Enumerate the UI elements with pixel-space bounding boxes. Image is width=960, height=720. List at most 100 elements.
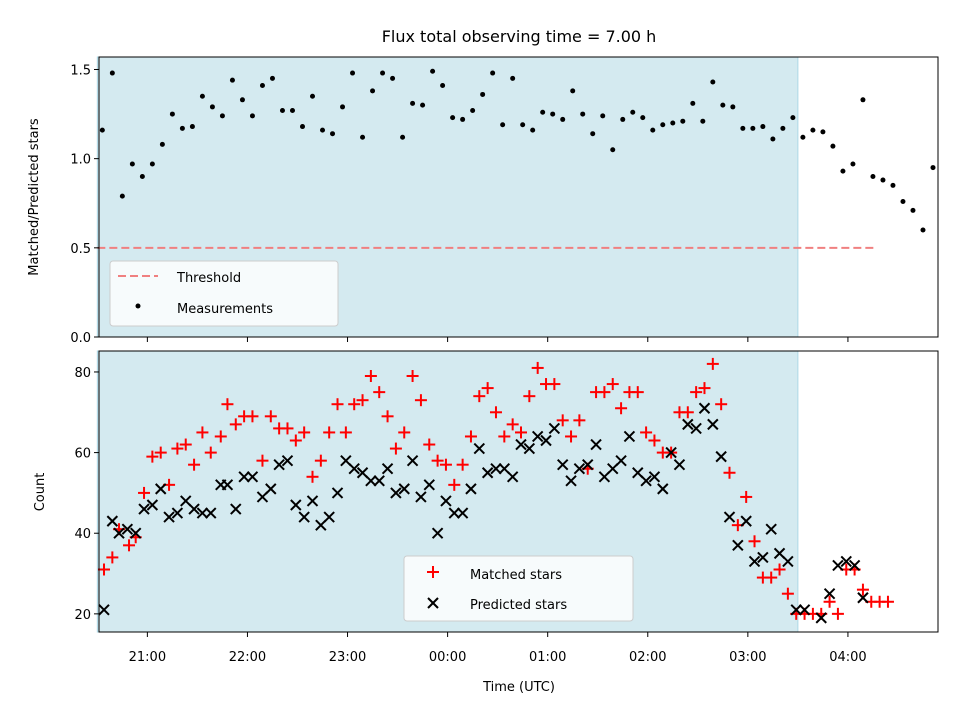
predicted-star-point: [398, 483, 410, 495]
matched-star-point: [765, 571, 778, 584]
legend-matched-swatch: [427, 566, 439, 578]
measurement-point: [239, 97, 245, 103]
measurement-point: [600, 113, 606, 119]
matched-star-point: [306, 470, 319, 483]
predicted-star-point: [857, 592, 869, 604]
measurement-point: [580, 111, 586, 117]
measurement-point: [800, 134, 806, 140]
matched-star-point: [856, 583, 869, 596]
top-y-axis: 0.0 0.5 1.0 1.5: [70, 63, 99, 346]
matched-star-point: [256, 454, 269, 467]
matched-star-point: [473, 390, 486, 403]
predicted-star-point: [406, 454, 419, 467]
matched-star-point: [606, 378, 619, 391]
measurement-point: [299, 124, 305, 130]
measurement-point: [129, 161, 135, 167]
measurement-point: [820, 129, 826, 135]
predicted-star-point: [113, 527, 125, 539]
measurement-point: [910, 207, 916, 213]
predicted-star-point: [840, 555, 852, 568]
predicted-star-point: [415, 491, 427, 503]
predicted-star-point: [306, 495, 319, 507]
matched-star-point: [831, 607, 844, 620]
measurement-point: [850, 161, 856, 167]
matched-star-point: [214, 430, 227, 443]
legend-predicted-swatch: [427, 597, 439, 609]
matched-star-point: [781, 587, 794, 600]
measurement-point: [390, 75, 396, 81]
predicted-star-point: [163, 511, 175, 523]
predicted-star-point: [715, 450, 727, 463]
matched-star-point: [204, 446, 217, 459]
measurement-point: [710, 79, 716, 85]
legend-measurements-label: Measurements: [177, 302, 273, 317]
matched-star-point: [171, 442, 184, 455]
measurement-point: [179, 125, 185, 131]
predicted-star-point: [615, 454, 627, 467]
predicted-star-point: [565, 475, 577, 487]
matched-star-point: [523, 390, 536, 403]
predicted-star-point: [281, 454, 294, 467]
measurement-point: [570, 88, 576, 94]
matched-star-point: [881, 595, 894, 608]
matched-star-point: [98, 563, 111, 576]
measurement-points: [99, 68, 936, 233]
y-tick-label: 0.0: [70, 331, 91, 346]
predicted-star-point: [155, 483, 167, 495]
predicted-star-point: [740, 515, 752, 527]
matched-star-point: [640, 426, 653, 439]
bottom-axes-frame: [98, 350, 939, 633]
matched-star-point: [556, 414, 569, 427]
legend-threshold-label: Threshold: [176, 271, 241, 286]
measurement-point: [890, 182, 896, 188]
measurement-point: [380, 70, 386, 76]
predicted-star-point: [440, 495, 452, 507]
matched-star-point: [506, 418, 519, 431]
predicted-star-point: [506, 471, 519, 483]
measurement-point: [630, 109, 636, 115]
predicted-star-point: [682, 418, 694, 431]
measurement-point: [660, 122, 666, 128]
predicted-star-point: [665, 446, 677, 459]
predicted-star-point: [171, 507, 184, 519]
predicted-star-point: [573, 463, 586, 475]
predicted-star-point: [690, 422, 702, 435]
matched-star-point: [481, 382, 494, 395]
predicted-star-point: [698, 402, 711, 414]
matched-star-point: [598, 386, 611, 399]
matched-star-point: [648, 434, 661, 447]
matched-star-point: [515, 426, 528, 439]
predicted-star-point: [732, 539, 744, 552]
matched-star-point: [406, 369, 419, 382]
measurement-point: [199, 93, 205, 99]
legend-measurements-swatch: [135, 303, 141, 309]
measurement-point: [219, 113, 225, 119]
matched-star-point: [196, 426, 209, 439]
measurement-point: [310, 93, 316, 99]
matched-star-point: [281, 422, 294, 435]
matched-star-point: [823, 595, 836, 608]
matched-star-point: [188, 458, 201, 471]
predicted-star-point: [515, 438, 527, 451]
predicted-star-point: [556, 458, 569, 471]
matched-star-point: [498, 430, 511, 443]
measurement-point: [870, 173, 876, 179]
measurement-point: [279, 108, 285, 114]
predicted-star-point: [523, 442, 536, 455]
predicted-star-point: [138, 503, 150, 515]
matched-star-point: [314, 454, 327, 467]
predicted-star-point: [623, 430, 636, 443]
measurement-point: [610, 147, 616, 153]
predicted-star-point: [348, 463, 360, 475]
matched-star-point: [448, 478, 461, 491]
measurement-point: [880, 177, 886, 183]
predicted-star-point: [490, 463, 502, 475]
measurement-point: [470, 108, 476, 114]
matched-star-point: [464, 430, 477, 443]
x-tick-label: 00:00: [429, 650, 466, 665]
predicted-star-point: [121, 523, 134, 535]
chart-title: Flux total observing time = 7.00 h: [382, 27, 657, 46]
matched-star-point: [146, 450, 159, 463]
measurement-point: [720, 102, 726, 108]
